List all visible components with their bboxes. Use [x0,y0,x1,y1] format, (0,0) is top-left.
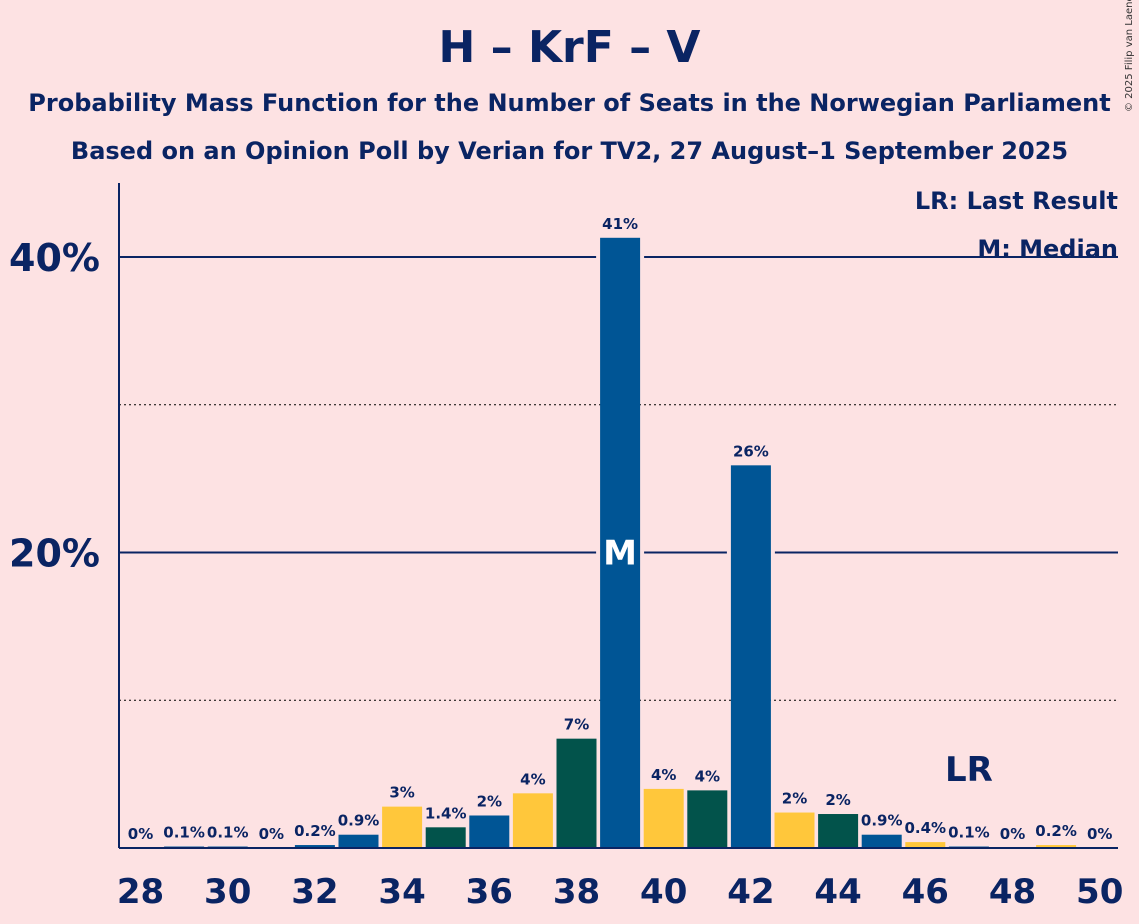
bar [687,790,728,848]
bar-value-label: 0.1% [207,824,249,842]
bar [294,845,335,848]
bar-value-label: 0% [128,825,153,843]
bar-value-label: 1.4% [425,804,467,822]
bar [382,806,423,848]
bar [1036,845,1077,848]
bar [338,834,379,848]
bar-value-label: 3% [389,784,414,802]
bar-value-label: 41% [602,215,638,233]
x-tick-label: 44 [814,872,861,912]
x-tick-label: 46 [902,872,949,912]
bar [861,834,902,848]
bar-value-label: 2% [477,792,502,810]
bar-value-label: 0.1% [948,824,990,842]
y-tick-label: 40% [9,236,100,280]
bar [600,237,641,849]
axes: 20% 40% 28 30 32 34 36 38 40 42 44 46 48 50 [9,183,1123,912]
bar-value-label: 0% [1087,825,1112,843]
x-tick-label: 30 [204,872,251,912]
bar [730,465,771,848]
bars [164,237,1077,849]
bar [512,793,553,848]
x-tick-label: 34 [378,872,425,912]
legend-median: M: Median [977,235,1118,263]
chart-title: H – KrF – V [438,22,701,73]
bar-value-label: 0.9% [861,812,903,830]
bar-value-label: 0.2% [1035,822,1077,840]
bar [469,815,510,848]
last-result-marker: LR [945,750,993,790]
bar-value-label: 0% [1000,825,1025,843]
y-tick-label: 20% [9,532,100,576]
x-tick-label: 38 [553,872,600,912]
bar-value-label: 0.9% [338,812,380,830]
legend-last-result: LR: Last Result [915,187,1118,215]
bar-value-label: 26% [733,442,769,460]
bar-value-label: 0.2% [294,822,336,840]
x-tick-label: 36 [466,872,513,912]
x-tick-label: 28 [117,872,164,912]
bar [905,842,946,848]
bar [425,827,466,848]
x-tick-label: 32 [291,872,338,912]
bar-value-label: 4% [695,767,720,785]
bar-value-label: 4% [651,766,676,784]
bar-value-label: 2% [825,791,850,809]
chart-subtitle-2: Based on an Opinion Poll by Verian for T… [70,137,1069,165]
bar [818,814,859,848]
x-tick-label: 42 [727,872,774,912]
bar-value-labels: 0% 0.1% 0.1% 0% 0.2%0.9%3%1.4%2%4%7%41%4% 4%2… [128,215,1113,843]
median-marker: M [603,534,637,574]
bar-value-label: 2% [782,790,807,808]
bar [774,812,815,848]
x-tick-label: 40 [640,872,687,912]
bar [643,788,684,848]
bar-value-label: 7% [564,716,589,734]
bar-value-label: 0% [259,825,284,843]
x-tick-label: 50 [1076,872,1123,912]
chart-subtitle-1: Probability Mass Function for the Number… [28,89,1111,117]
bar-value-label: 4% [520,770,545,788]
bar-value-label: 0.1% [163,824,205,842]
bar-value-label: 0.4% [904,819,946,837]
x-tick-label: 48 [989,872,1036,912]
bar [556,738,597,848]
